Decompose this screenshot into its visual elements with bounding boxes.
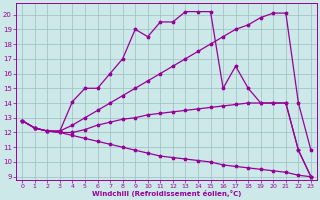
X-axis label: Windchill (Refroidissement éolien,°C): Windchill (Refroidissement éolien,°C)	[92, 190, 241, 197]
